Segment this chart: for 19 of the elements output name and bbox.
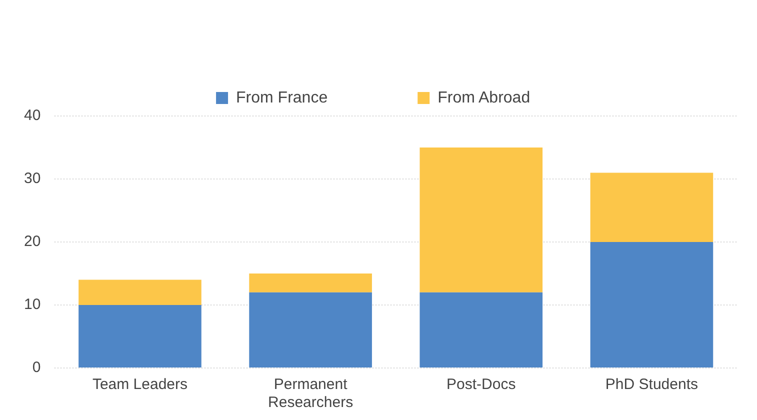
x-tick-label: Permanent Researchers: [268, 376, 354, 412]
bar: [420, 292, 543, 368]
y-tick-label: 0: [32, 359, 41, 376]
bar: [590, 242, 714, 368]
y-tick-label: 40: [24, 107, 41, 124]
legend-label: From France: [236, 89, 328, 106]
legend-label: From Abroad: [438, 89, 530, 106]
bar: [590, 172, 714, 242]
x-tick-label: Post-Docs: [446, 376, 516, 394]
y-tick-label: 10: [24, 296, 41, 314]
bar: [420, 148, 543, 292]
bar: [249, 292, 372, 368]
x-tick-label: PhD Students: [605, 376, 698, 394]
x-tick-label: Team Leaders: [92, 376, 188, 394]
bar: [78, 305, 202, 368]
bar: [78, 280, 202, 305]
y-tick-label: 20: [24, 233, 41, 250]
y-tick-label: 30: [24, 170, 41, 188]
bar: [249, 274, 372, 292]
